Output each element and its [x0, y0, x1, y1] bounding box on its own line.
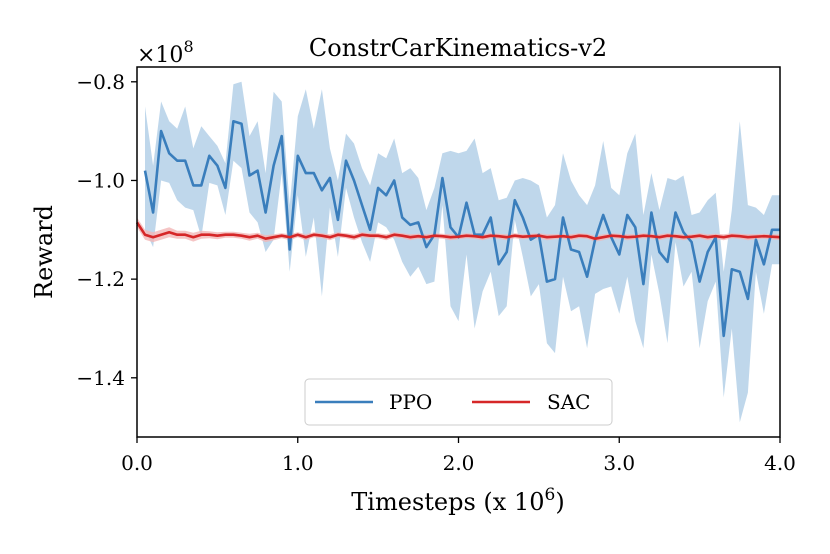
- y-multiplier: ×108: [137, 37, 194, 68]
- legend-box: [304, 378, 613, 426]
- legend-label-ppo: PPO: [389, 390, 432, 414]
- x-tick-label: 0.0: [121, 451, 153, 475]
- legend-label-sac: SAC: [547, 390, 590, 414]
- series-line-sac: [135, 221, 781, 240]
- chart-title: ConstrCarKinematics-v2: [309, 34, 607, 62]
- x-axis-label-exponent: 6: [544, 485, 555, 505]
- y-tick-label: −1.2: [76, 267, 125, 291]
- y-multiplier-exponent: 8: [183, 37, 193, 56]
- band-ppo: [145, 81, 780, 423]
- x-tick-label: 3.0: [603, 451, 635, 475]
- x-tick-label: 2.0: [443, 451, 475, 475]
- series-line-ppo: [143, 120, 780, 338]
- y-tick-label: −1.4: [76, 366, 125, 390]
- series-lines: [135, 120, 781, 338]
- y-axis-label: Reward: [30, 205, 58, 299]
- x-axis-label-text: Timesteps (x 10: [351, 488, 544, 516]
- x-tick-label: 1.0: [282, 451, 314, 475]
- x-tick-label: 4.0: [764, 451, 796, 475]
- y-tick-label: −0.8: [76, 70, 125, 94]
- y-multiplier-base: ×10: [137, 43, 183, 68]
- x-axis-ticks: 0.0 1.0 2.0 3.0 4.0: [121, 437, 796, 475]
- y-tick-label: −1.0: [76, 168, 125, 192]
- x-axis-label-close: ): [555, 488, 564, 516]
- confidence-bands: [137, 81, 780, 423]
- x-axis-label: Timesteps (x 106): [351, 485, 564, 516]
- y-axis-ticks: −0.8 −1.0 −1.2 −1.4: [76, 70, 137, 390]
- legend: PPO SAC: [304, 378, 613, 426]
